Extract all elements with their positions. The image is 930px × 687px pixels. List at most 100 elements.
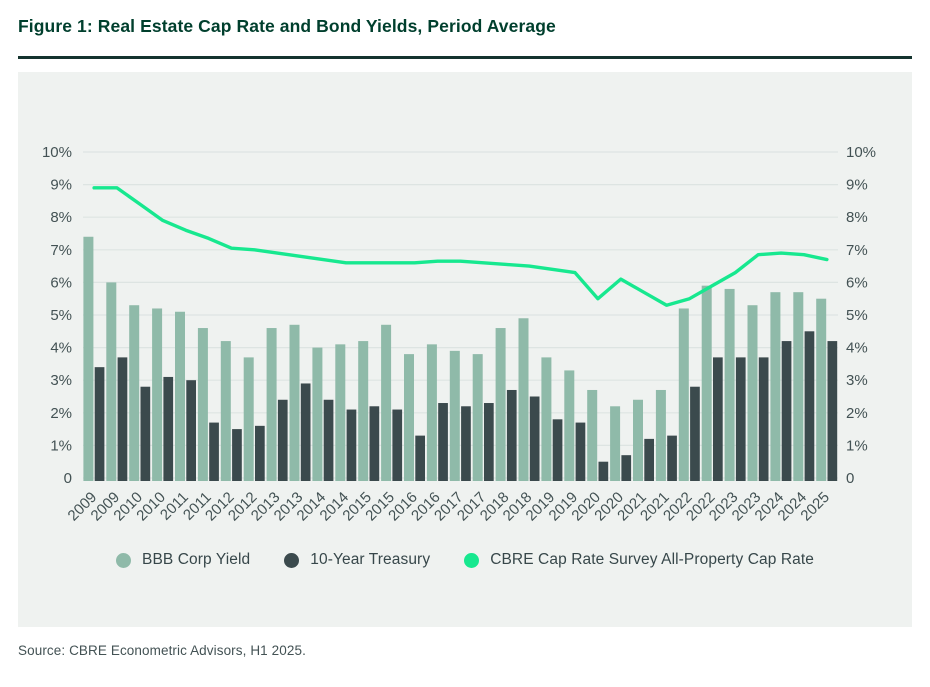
bar-bbb-corp-yield (816, 298, 827, 481)
y-axis-label-left: 2% (50, 405, 72, 422)
bar-10-year-treasury (461, 406, 471, 481)
bar-bbb-corp-yield (633, 399, 643, 481)
legend-label: 10-Year Treasury (310, 551, 431, 568)
bar-10-year-treasury (415, 435, 425, 481)
bar-10-year-treasury (346, 409, 357, 481)
bar-10-year-treasury (781, 341, 792, 481)
bar-bbb-corp-yield (129, 305, 140, 481)
bar-bbb-corp-yield (724, 288, 735, 481)
bar-bbb-corp-yield (106, 282, 117, 481)
y-axis-label-left: 9% (50, 177, 72, 194)
legend-dot-icon (284, 552, 300, 568)
bar-10-year-treasury (300, 383, 311, 481)
y-axis-label-right: 3% (846, 372, 868, 389)
bar-10-year-treasury (484, 403, 494, 481)
bar-10-year-treasury (529, 396, 540, 481)
bar-bbb-corp-yield (793, 292, 804, 481)
y-axis-label-right: 5% (846, 307, 868, 324)
bar-bbb-corp-yield (426, 344, 437, 481)
bar-bbb-corp-yield (541, 357, 552, 481)
bar-bbb-corp-yield (243, 357, 254, 481)
bar-10-year-treasury (575, 422, 586, 481)
bar-bbb-corp-yield (152, 308, 163, 481)
bar-bbb-corp-yield (404, 354, 414, 481)
y-axis-label-left: 0 (64, 470, 72, 487)
y-axis-label-right: 7% (846, 242, 868, 259)
legend-item-2: CBRE Cap Rate Survey All-Property Cap Ra… (464, 551, 814, 569)
bar-bbb-corp-yield (587, 389, 598, 481)
figure-title: Figure 1: Real Estate Cap Rate and Bond … (18, 16, 556, 36)
bar-10-year-treasury (804, 331, 815, 481)
legend-label: BBB Corp Yield (142, 551, 251, 568)
bar-10-year-treasury (713, 357, 723, 481)
bar-10-year-treasury (506, 389, 517, 481)
bar-bbb-corp-yield (747, 305, 758, 481)
bar-10-year-treasury (552, 419, 563, 481)
bar-bbb-corp-yield (175, 311, 185, 481)
legend-dot-icon (116, 552, 131, 568)
bar-bbb-corp-yield (83, 236, 94, 481)
bar-bbb-corp-yield (610, 406, 621, 481)
chart-legend: BBB Corp Yield 10-Year Treasury CBRE Cap R… (18, 551, 912, 569)
bar-bbb-corp-yield (381, 324, 392, 481)
bar-bbb-corp-yield (289, 324, 300, 481)
bar-bbb-corp-yield (564, 370, 575, 481)
report-page: Figure 1: Real Estate Cap Rate and Bond … (18, 16, 912, 658)
y-axis-label-right: 6% (846, 274, 868, 291)
bar-bbb-corp-yield (678, 308, 689, 481)
bar-10-year-treasury (667, 435, 677, 481)
bar-10-year-treasury (758, 357, 769, 481)
bar-10-year-treasury (232, 429, 242, 481)
legend-label: CBRE Cap Rate Survey All-Property Cap Ra… (490, 551, 814, 568)
y-axis-label-left: 4% (50, 340, 72, 357)
bar-bbb-corp-yield (312, 347, 323, 481)
bar-bbb-corp-yield (197, 328, 208, 481)
y-axis-label-right: 4% (846, 340, 868, 357)
bar-10-year-treasury (827, 341, 838, 481)
bar-bbb-corp-yield (358, 341, 369, 481)
bar-10-year-treasury (438, 403, 448, 481)
legend-item-0: BBB Corp Yield (116, 551, 250, 569)
bar-10-year-treasury (209, 422, 219, 481)
legend-item-1: 10-Year Treasury (284, 551, 430, 569)
bar-bbb-corp-yield (655, 389, 666, 481)
cap-rate-line (92, 186, 829, 307)
y-axis-label-left: 7% (50, 242, 72, 259)
y-axis-label-right: 0 (846, 470, 854, 487)
bar-bbb-corp-yield (495, 328, 506, 481)
chart-panel: 0 0 1% 1% 2% 2% 3% 3% 4% 4% 5% 5% 6% 6% 7% 7% 8% 8% 9% 9% 10… (18, 72, 912, 627)
y-axis-label-left: 10% (42, 144, 72, 161)
y-axis-label-left: 3% (50, 372, 72, 389)
y-axis-label-right: 8% (846, 209, 868, 226)
bar-bbb-corp-yield (701, 285, 712, 481)
legend-dot-icon (464, 552, 480, 568)
y-axis-label-left: 8% (50, 209, 72, 226)
bar-bbb-corp-yield (266, 328, 277, 481)
y-axis-label-right: 1% (846, 437, 868, 454)
bar-bbb-corp-yield (335, 344, 346, 481)
bar-10-year-treasury (644, 438, 654, 481)
y-axis-label-left: 6% (50, 274, 72, 291)
bar-10-year-treasury (117, 357, 128, 481)
y-axis-label-left: 5% (50, 307, 72, 324)
y-axis-label-right: 10% (846, 144, 876, 161)
bar-bbb-corp-yield (449, 350, 460, 481)
bar-bbb-corp-yield (518, 318, 529, 481)
bar-10-year-treasury (140, 386, 151, 481)
y-axis-label-left: 1% (50, 437, 72, 454)
bar-10-year-treasury (186, 380, 196, 481)
title-divider (18, 56, 912, 59)
bar-10-year-treasury (94, 367, 105, 481)
bar-10-year-treasury (163, 376, 174, 481)
bar-10-year-treasury (277, 399, 288, 481)
bar-10-year-treasury (369, 406, 380, 481)
bar-bbb-corp-yield (472, 354, 483, 481)
bar-10-year-treasury (735, 357, 746, 481)
bar-10-year-treasury (621, 455, 632, 481)
bar-bbb-corp-yield (770, 292, 781, 481)
cap-rate-bond-yield-chart: 0 0 1% 1% 2% 2% 3% 3% 4% 4% 5% 5% 6% 6% 7% 7% 8% 8% 9% 9% 10… (42, 144, 876, 524)
source-text: Source: CBRE Econometric Advisors, H1 20… (18, 643, 306, 658)
bar-bbb-corp-yield (220, 341, 231, 481)
bar-10-year-treasury (690, 386, 700, 481)
bar-10-year-treasury (255, 425, 265, 481)
